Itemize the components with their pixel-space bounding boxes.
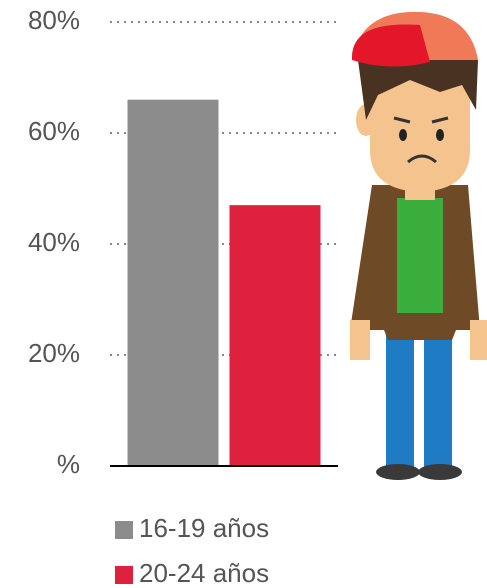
hand <box>470 320 487 360</box>
legend-label: 16-19 años <box>139 513 269 543</box>
chart: % 20% 40% 60% 80% 16-19 años 20-24 años <box>0 0 487 588</box>
legend-swatch <box>115 521 133 539</box>
shoe <box>418 464 462 480</box>
y-tick-label: 80% <box>28 5 80 35</box>
eye <box>399 129 407 141</box>
y-tick-label: 60% <box>28 116 80 146</box>
bar <box>128 100 219 466</box>
hand <box>350 320 370 360</box>
cap-brim <box>352 24 430 66</box>
y-tick-label: 40% <box>28 227 80 257</box>
shirt <box>397 198 443 313</box>
page: %20%40%60%80%16-19 años20-24 años (() =>… <box>0 0 487 588</box>
cartoon-boy <box>350 12 487 480</box>
bar <box>230 205 321 466</box>
y-tick-label: 20% <box>28 338 80 368</box>
y-tick-label: % <box>57 449 80 479</box>
legend-swatch <box>115 566 133 584</box>
eye <box>436 129 444 141</box>
legend-label: 20-24 años <box>139 558 269 588</box>
shoe <box>376 464 420 480</box>
